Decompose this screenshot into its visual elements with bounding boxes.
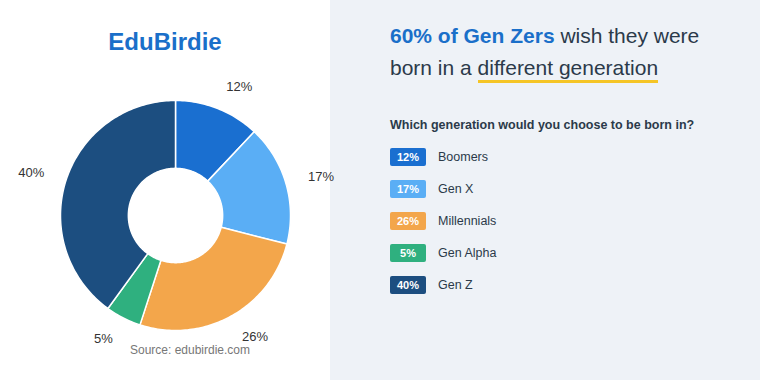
- html-text:EduBirdie: EduBirdie: [108, 28, 222, 55]
- svg-text:12%: 12%: [226, 79, 252, 94]
- html-text:Gen X: Gen X: [438, 182, 474, 196]
- html-text:Boomers: Boomers: [438, 150, 488, 164]
- html-text:5%: 5%: [400, 247, 416, 259]
- html-text:Millennials: Millennials: [438, 214, 497, 228]
- html-text:12%: 12%: [397, 151, 419, 163]
- svg-text:5%: 5%: [94, 331, 113, 346]
- html-text:Which generation would you cho: Which generation would you choose to be …: [390, 118, 695, 132]
- html-text:Source: edubirdie.com: Source: edubirdie.com: [130, 343, 250, 357]
- svg-text:40%: 40%: [18, 165, 44, 180]
- html-text:17%: 17%: [397, 183, 419, 195]
- svg-text:17%: 17%: [308, 169, 334, 184]
- html-text:26%: 26%: [397, 215, 419, 227]
- html-text:Gen Z: Gen Z: [438, 278, 473, 292]
- html-text:Gen Alpha: Gen Alpha: [438, 246, 497, 260]
- svg-text:26%: 26%: [242, 329, 268, 344]
- html-text:60% of Gen Zers wish they were: 60% of Gen Zers wish they were born in a…: [390, 24, 700, 79]
- html-text:40%: 40%: [397, 279, 419, 291]
